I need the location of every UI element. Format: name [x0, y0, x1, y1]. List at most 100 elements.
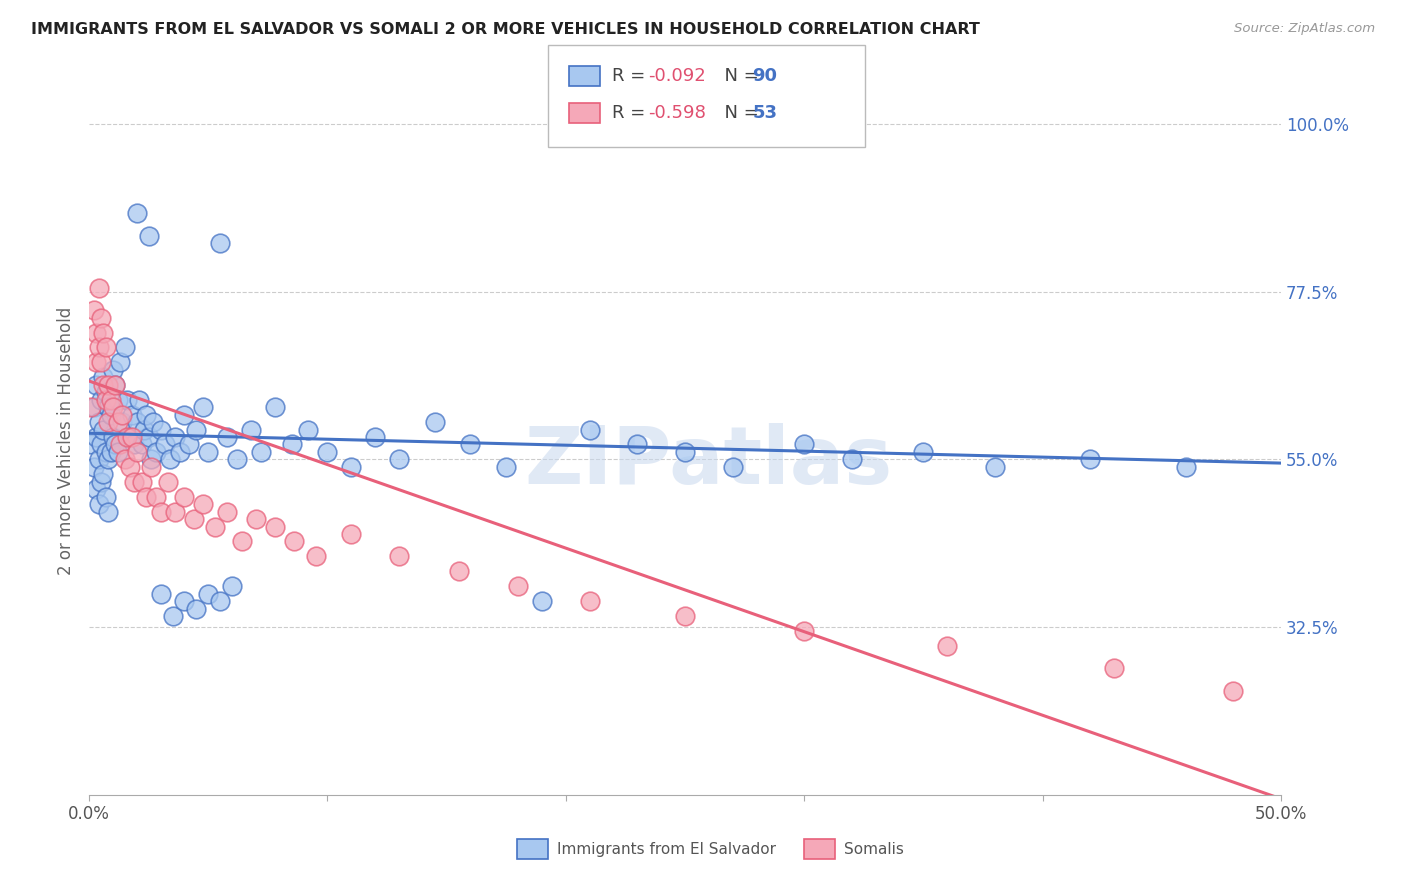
- Point: [90, 437, 112, 451]
- Text: 90: 90: [752, 67, 778, 85]
- Point: [93, 467, 115, 482]
- Point: [297, 423, 319, 437]
- Point: [94, 490, 117, 504]
- Point: [245, 512, 267, 526]
- Point: [673, 609, 696, 624]
- Point: [114, 452, 136, 467]
- Point: [193, 497, 215, 511]
- Point: [173, 408, 195, 422]
- Point: [984, 459, 1007, 474]
- Point: [115, 430, 138, 444]
- Point: [94, 445, 117, 459]
- Point: [111, 415, 134, 429]
- Point: [159, 452, 181, 467]
- Point: [138, 430, 160, 444]
- Text: N =: N =: [713, 104, 765, 122]
- Point: [100, 445, 122, 459]
- Point: [125, 445, 148, 459]
- Text: Source: ZipAtlas.com: Source: ZipAtlas.com: [1234, 22, 1375, 36]
- Text: N =: N =: [713, 67, 765, 85]
- Point: [460, 437, 482, 451]
- Point: [264, 400, 287, 414]
- Point: [193, 400, 215, 414]
- Text: IMMIGRANTS FROM EL SALVADOR VS SOMALI 2 OR MORE VEHICLES IN HOUSEHOLD CORRELATIO: IMMIGRANTS FROM EL SALVADOR VS SOMALI 2 …: [31, 22, 980, 37]
- Point: [93, 370, 115, 384]
- Point: [156, 475, 179, 489]
- Point: [111, 408, 134, 422]
- Point: [83, 459, 105, 474]
- Point: [84, 377, 107, 392]
- Point: [101, 363, 124, 377]
- Point: [936, 639, 959, 653]
- Point: [83, 400, 105, 414]
- Point: [107, 392, 129, 407]
- Point: [1174, 459, 1197, 474]
- Point: [530, 594, 553, 608]
- Point: [94, 341, 117, 355]
- Point: [673, 445, 696, 459]
- Point: [93, 423, 115, 437]
- Point: [131, 475, 153, 489]
- Point: [225, 452, 247, 467]
- Point: [283, 534, 305, 549]
- Point: [131, 437, 153, 451]
- Text: R =: R =: [612, 67, 651, 85]
- Text: -0.092: -0.092: [648, 67, 706, 85]
- Point: [83, 303, 105, 318]
- Point: [183, 512, 205, 526]
- Point: [87, 415, 110, 429]
- Point: [186, 601, 208, 615]
- Point: [121, 430, 143, 444]
- Point: [97, 505, 120, 519]
- Point: [793, 437, 815, 451]
- Point: [578, 594, 600, 608]
- Point: [364, 430, 387, 444]
- Point: [447, 564, 470, 578]
- Point: [316, 445, 339, 459]
- Point: [264, 519, 287, 533]
- Point: [115, 392, 138, 407]
- Point: [280, 437, 302, 451]
- Point: [135, 490, 157, 504]
- Point: [80, 437, 103, 451]
- Point: [145, 490, 167, 504]
- Point: [139, 452, 162, 467]
- Point: [108, 355, 131, 369]
- Point: [138, 228, 160, 243]
- Point: [107, 415, 129, 429]
- Point: [90, 475, 112, 489]
- Point: [104, 377, 127, 392]
- Point: [173, 594, 195, 608]
- Point: [108, 437, 131, 451]
- Point: [793, 624, 815, 638]
- Point: [139, 459, 162, 474]
- Point: [124, 475, 146, 489]
- Point: [1102, 661, 1125, 675]
- Point: [100, 408, 122, 422]
- Point: [84, 355, 107, 369]
- Point: [155, 437, 177, 451]
- Point: [495, 459, 517, 474]
- Point: [249, 445, 271, 459]
- Point: [149, 505, 172, 519]
- Point: [93, 377, 115, 392]
- Point: [101, 430, 124, 444]
- Point: [87, 341, 110, 355]
- Point: [186, 423, 208, 437]
- Point: [90, 310, 112, 325]
- Point: [121, 408, 143, 422]
- Text: R =: R =: [612, 104, 651, 122]
- Point: [97, 400, 120, 414]
- Point: [149, 423, 172, 437]
- Point: [221, 579, 243, 593]
- Point: [84, 430, 107, 444]
- Point: [197, 445, 219, 459]
- Point: [163, 505, 186, 519]
- Point: [841, 452, 863, 467]
- Point: [132, 423, 155, 437]
- Point: [209, 235, 232, 250]
- Point: [162, 609, 184, 624]
- Point: [912, 445, 935, 459]
- Point: [90, 392, 112, 407]
- Point: [104, 377, 127, 392]
